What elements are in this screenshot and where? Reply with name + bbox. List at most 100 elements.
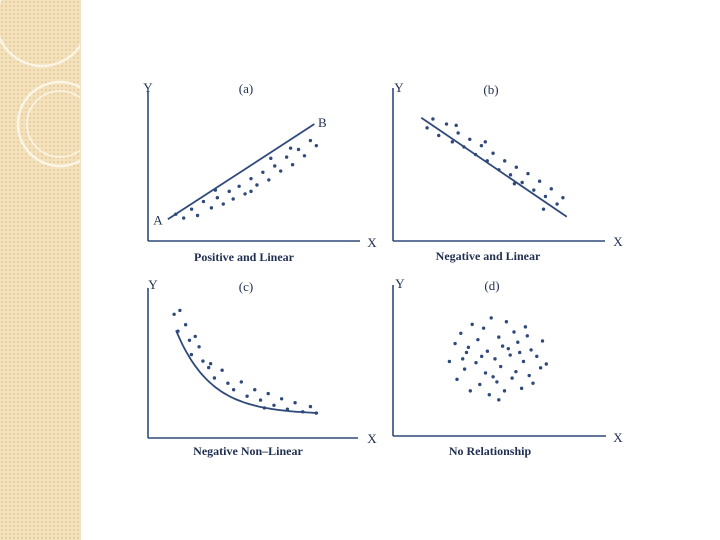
chart-4-point-5	[462, 367, 467, 371]
chart-1-point-11	[237, 184, 241, 188]
chart-3-point-8	[201, 359, 205, 363]
chart-1-point-6	[209, 206, 214, 210]
chart-1-point-2	[181, 216, 186, 220]
chart-2-caption: Negative and Linear	[436, 249, 541, 263]
chart-3-point-2	[178, 308, 182, 313]
chart-1-point-8	[221, 202, 225, 206]
chart-2-point-25	[454, 123, 458, 128]
chart-4-point-25	[510, 376, 514, 380]
chart-4-point-16	[489, 316, 493, 320]
chart-3-point-20	[279, 397, 284, 401]
chart-2-point-20	[537, 179, 542, 183]
chart-1-point-24	[314, 143, 319, 148]
chart-4-point-31	[523, 325, 528, 329]
chart-3-point-24	[308, 404, 313, 409]
chart-4-point-1	[447, 359, 452, 364]
chart-1-annotation-b: B	[318, 115, 327, 130]
chart-4-caption: No Relationship	[449, 444, 532, 458]
chart-2-point-24	[561, 196, 565, 200]
chart-1-point-25	[269, 156, 273, 161]
chart-1-annotation-a: A	[153, 213, 163, 228]
chart-1-panel-label: (a)	[239, 81, 253, 96]
chart-2-y-label: Y	[394, 80, 404, 95]
chart-3-point-27	[208, 362, 213, 366]
chart-4-point-33	[529, 348, 533, 352]
chart-2-x-label: X	[613, 234, 623, 249]
chart-4-point-46	[461, 357, 465, 361]
chart-2-point-23	[555, 202, 559, 206]
chart-4-point-4	[459, 331, 463, 335]
chart-3-trend-curve	[175, 330, 319, 414]
chart-1-point-10	[231, 197, 235, 201]
chart-1-x-label: X	[367, 235, 377, 250]
chart-2-point-26	[512, 182, 517, 186]
chart-2-point-27	[483, 140, 487, 144]
chart-3-point-13	[231, 388, 236, 392]
chart-3-point-14	[239, 380, 244, 384]
chart-2-point-5	[450, 140, 455, 144]
chart-3-point-9	[206, 365, 211, 370]
chart-4-point-43	[466, 345, 471, 350]
chart-4-point-3	[455, 377, 459, 382]
chart-1-caption: Positive and Linear	[194, 250, 295, 264]
chart-4-point-9	[474, 361, 478, 365]
chart-4-point-24	[508, 353, 512, 357]
chart-3-point-15	[245, 394, 249, 398]
chart-4-point-12	[481, 326, 486, 330]
chart-4-point-30	[521, 359, 526, 364]
chart-3-caption: Negative Non–Linear	[193, 444, 303, 458]
chart-1-point-18	[279, 169, 283, 173]
chart-4-point-35	[535, 354, 539, 359]
decorative-sidebar	[0, 0, 79, 540]
chart-2-point-14	[503, 159, 507, 163]
chart-1-point-4	[195, 213, 200, 218]
chart-4-point-8	[470, 322, 474, 327]
chart-3-point-4	[183, 323, 188, 327]
chart-2-point-18	[526, 171, 530, 176]
chart-2-point-19	[532, 188, 536, 192]
chart-3-point-5	[187, 338, 192, 342]
chart-1-point-23	[308, 138, 313, 143]
chart-3-point-6	[189, 352, 194, 357]
chart-4-point-29	[519, 386, 524, 391]
chart-3-x-label: X	[367, 431, 377, 446]
chart-2-point-22	[549, 187, 553, 191]
chart-3-point-26	[193, 334, 197, 339]
chart-1-point-19	[284, 155, 289, 159]
chart-2-point-16	[514, 165, 519, 169]
chart-4-point-7	[468, 389, 472, 393]
chart-2-point-17	[520, 180, 524, 185]
chart-4-point-17	[493, 357, 497, 361]
chart-4-x-label: X	[613, 430, 623, 445]
chart-3-point-11	[220, 368, 224, 372]
chart-4-point-27	[514, 369, 518, 374]
chart-1-point-21	[296, 147, 301, 152]
chart-1-point-15	[261, 170, 265, 175]
chart-3-point-10	[212, 376, 217, 380]
chart-1-trend-line	[167, 123, 315, 221]
chart-4-point-22	[502, 389, 507, 393]
decorative-circles	[0, 0, 80, 168]
chart-3-point-22	[293, 401, 297, 405]
chart-3-point-7	[197, 345, 201, 349]
chart-4-point-34	[531, 381, 535, 385]
chart-1-y-label: Y	[143, 80, 153, 95]
chart-4-point-10	[476, 337, 480, 342]
chart-2-point-4	[444, 122, 449, 126]
chart-4-point-42	[518, 350, 522, 355]
chart-1-point-5	[201, 199, 206, 204]
chart-2-point-1	[425, 126, 429, 130]
chart-4-point-14	[485, 349, 490, 353]
chart-4-point-6	[464, 350, 469, 355]
chart-1-point-7	[215, 196, 220, 200]
chart-2-trend-line	[420, 116, 568, 218]
chart-3-point-1	[172, 312, 176, 316]
chart-4-point-15	[487, 393, 491, 397]
chart-2-point-8	[468, 137, 472, 141]
chart-4-point-23	[504, 320, 509, 324]
chart-2-panel-label: (b)	[483, 82, 498, 97]
chart-4-point-26	[512, 330, 516, 334]
sidebar-edge	[79, 0, 81, 540]
chart-4-point-40	[506, 346, 510, 351]
